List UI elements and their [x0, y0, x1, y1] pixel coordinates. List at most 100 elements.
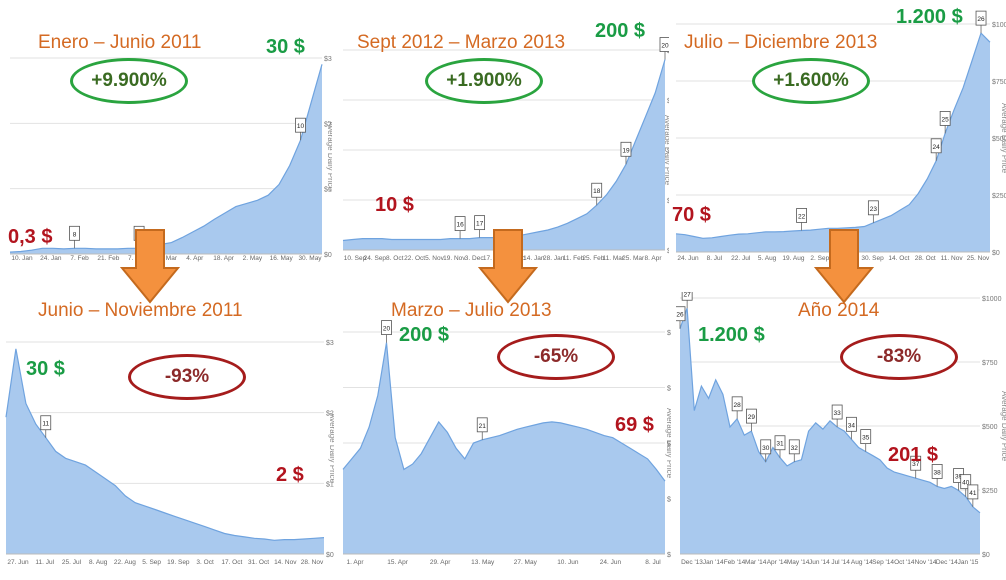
x-tick-label: 5. Nov: [425, 255, 445, 262]
price-area: [6, 348, 324, 554]
event-marker-box: [659, 37, 669, 52]
x-tick-label: 11. Feb: [563, 255, 585, 262]
event-marker-label: 8: [73, 231, 77, 238]
event-marker-label: 22: [798, 213, 806, 220]
y-tick-label: $250: [982, 488, 998, 495]
y-tick-label: $250: [992, 193, 1006, 200]
x-tick-label: 3. Dec: [465, 255, 485, 262]
y-tick-label: $0: [992, 250, 1000, 257]
event-marker-label: 28: [734, 402, 742, 409]
x-tick-label: 19. Sep: [167, 559, 190, 566]
x-tick-label: 5. Aug: [758, 255, 777, 262]
x-tick-label: 14. Oct: [888, 255, 909, 262]
x-tick-label: 8. Oct: [386, 255, 404, 262]
y-axis-title: Average Daily Price: [328, 413, 334, 484]
event-marker-box: [910, 455, 922, 471]
x-tick-label: 30. May: [298, 255, 322, 262]
down-arrow-shape: [478, 229, 538, 304]
y-tick-label: $0: [982, 552, 990, 559]
event-marker-label: 26: [676, 312, 684, 319]
y-tick-label: $0: [667, 248, 669, 255]
x-tick-label: 19. Aug: [782, 255, 804, 262]
y-tick-label: $50: [667, 198, 669, 205]
event-marker-label: 16: [456, 222, 464, 229]
panel-title: Julio – Diciembre 2013: [684, 32, 878, 53]
x-tick-label: 3. Oct: [196, 559, 214, 566]
y-tick-label: $500: [992, 136, 1006, 143]
event-marker-box: [746, 408, 757, 424]
event-marker-label: 25: [942, 116, 950, 123]
x-tick-label: Aug '14: [851, 559, 873, 566]
event-marker-label: 34: [848, 422, 856, 429]
y-tick-label: $150: [667, 386, 671, 393]
x-tick-label: 22. Aug: [114, 559, 136, 566]
price-area: [680, 308, 980, 554]
down-arrow-3: [814, 229, 874, 304]
event-marker-label: 20: [661, 43, 669, 50]
event-marker-box: [69, 225, 80, 241]
down-arrow-shape: [120, 229, 180, 304]
x-tick-label: Dec '13: [681, 559, 703, 566]
x-tick-label: Oct '14: [894, 559, 915, 566]
event-marker-label: 26: [977, 16, 985, 23]
change-badge: -93%: [128, 354, 246, 400]
x-tick-label: 31. Oct: [248, 559, 269, 566]
price-line: [342, 342, 666, 482]
x-tick-label: 13. May: [471, 559, 495, 566]
event-marker-box: [831, 404, 843, 420]
price-start-label: 0,3 $: [8, 226, 53, 248]
y-axis-title: Average Daily Price: [663, 115, 669, 186]
chart-svg-4: $0 $10 $20 $30 Average Daily Price 27. Jun 11.…: [5, 340, 334, 566]
x-tick-label: 18. Apr: [213, 255, 234, 262]
event-marker-box: [796, 208, 807, 223]
y-tick-label: $750: [982, 360, 998, 367]
event-marker-label: 23: [870, 206, 878, 213]
event-marker-box: [967, 484, 979, 500]
event-marker-box: [454, 216, 466, 231]
event-marker-box: [731, 396, 743, 412]
event-marker-box: [40, 415, 52, 431]
event-marker-box: [676, 306, 686, 322]
down-arrow-2: [478, 229, 538, 304]
chart-panel-2: $0$50$100$150$200Average Daily Price10. …: [337, 0, 669, 262]
y-tick-label: $1000: [982, 296, 1002, 303]
x-tick-label: 21. Mar: [155, 255, 178, 262]
x-tick-label: 28. Oct: [915, 255, 936, 262]
x-tick-label: 25. Feb: [582, 255, 604, 262]
event-marker-box: [860, 429, 872, 445]
x-tick-label: 11. Jul: [35, 559, 54, 566]
event-marker-label: 27: [684, 292, 692, 298]
x-tick-label: 8. Jul: [707, 255, 723, 262]
y-tick-label: $200: [667, 330, 671, 337]
price-end-label: 2 $: [276, 464, 304, 486]
event-marker-label: 17: [476, 221, 484, 228]
event-marker-box: [474, 215, 486, 231]
x-tick-label: 25. Nov: [967, 255, 990, 262]
x-tick-label: 8. Apr: [645, 255, 663, 262]
event-marker-box: [591, 182, 603, 198]
x-tick-label: Dec '14: [936, 559, 958, 566]
x-tick-label: Mar '14: [745, 559, 767, 566]
event-marker-box: [939, 111, 951, 126]
y-tick-label: $150: [667, 98, 669, 105]
x-tick-label: 27. Jun: [7, 559, 29, 566]
x-tick-label: 22. Oct: [404, 255, 425, 262]
y-tick-label: $100: [667, 148, 669, 155]
x-tick-label: 25. Mar: [622, 255, 645, 262]
price-start-label: 10 $: [375, 194, 414, 216]
y-tick-label: $0: [667, 552, 671, 559]
panel-title: Sept 2012 – Marzo 2013: [357, 32, 566, 53]
event-marker-label: 37: [912, 461, 920, 468]
x-tick-label: Feb '14: [724, 559, 746, 566]
down-arrow-shape: [814, 229, 874, 304]
event-marker-box: [788, 439, 800, 455]
y-tick-label: $100: [667, 441, 671, 448]
y-tick-label: $30: [326, 340, 334, 347]
x-tick-label: 10. Jan: [11, 255, 33, 262]
y-axis-title: Average Daily Price: [1000, 103, 1006, 174]
chart-panel-5: $0 $50 $100 $150 $200 Average Daily Price 1. A…: [339, 292, 671, 580]
y-tick-label: $10: [326, 481, 334, 488]
price-end-label: 200 $: [595, 20, 646, 42]
y-axis-title: Average Daily Price: [326, 121, 332, 192]
y-tick-label: $500: [982, 424, 998, 431]
